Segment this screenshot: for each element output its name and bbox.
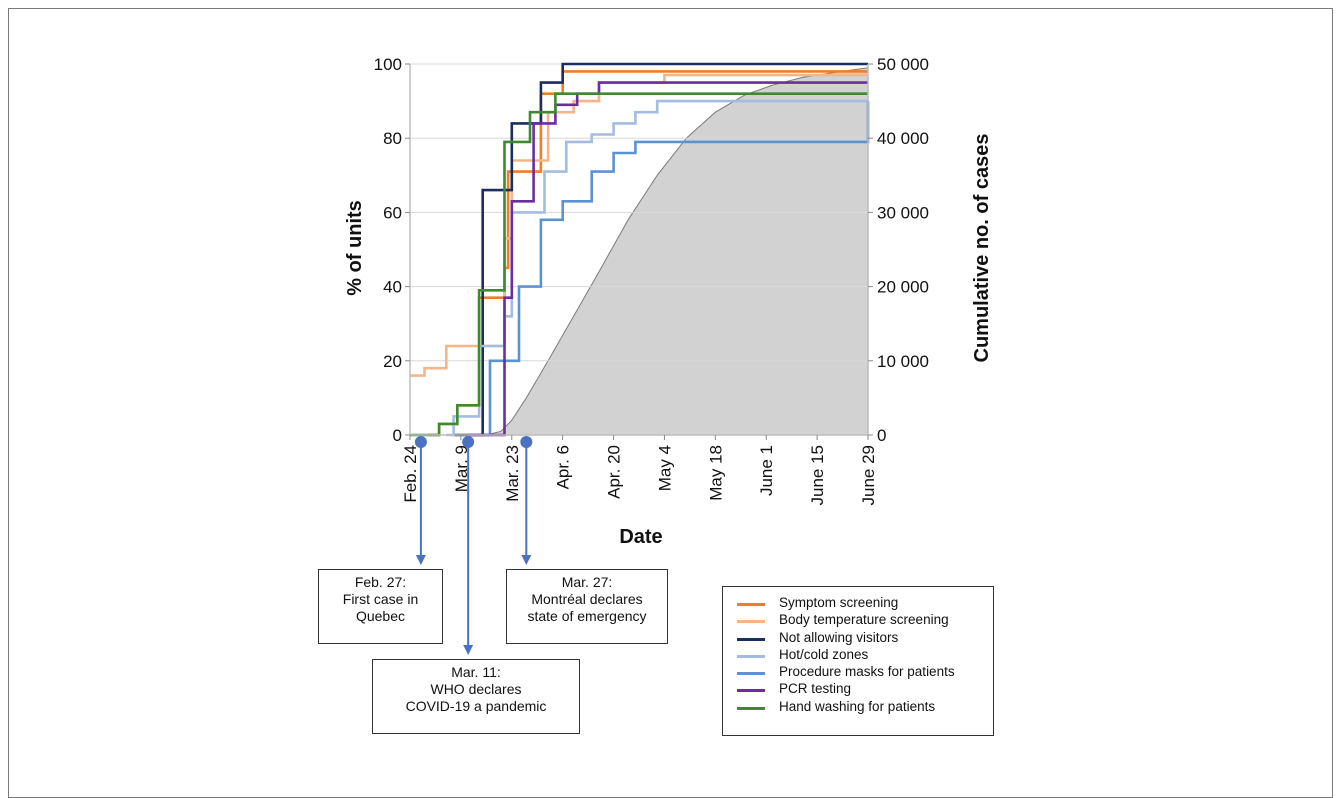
x-tick-label: Apr. 6 <box>554 445 573 489</box>
y2-tick-label: 50 000 <box>877 55 929 74</box>
y2-tick-label: 30 000 <box>877 203 929 222</box>
event-marker <box>462 436 475 448</box>
event-arrowhead <box>521 555 532 565</box>
legend-swatch <box>737 672 765 676</box>
x-tick-label: June 15 <box>808 445 827 506</box>
legend-item: PCR testing <box>723 681 993 698</box>
event-box-line: WHO declares <box>430 681 522 697</box>
legend-item: Body temperature screening <box>723 612 993 629</box>
x-tick-label: May 18 <box>706 445 725 501</box>
legend-item: Not allowing visitors <box>723 630 993 647</box>
y-tick-label: 40 <box>383 278 402 297</box>
x-tick-label: Mar. 23 <box>503 445 522 502</box>
legend: Symptom screening Body temperature scree… <box>722 586 994 736</box>
x-tick-label: Feb. 24 <box>401 445 420 503</box>
axes-layer <box>409 64 869 436</box>
y-tick-label: 60 <box>383 203 402 222</box>
event-box-line: state of emergency <box>527 608 647 624</box>
legend-label: PCR testing <box>779 681 852 697</box>
event-arrowhead <box>415 555 426 565</box>
event-marker <box>414 436 427 448</box>
legend-swatch <box>737 689 765 693</box>
event-box-first-case: Feb. 27: First case in Quebec <box>318 569 443 644</box>
event-box-line: Quebec <box>355 608 406 624</box>
legend-label: Symptom screening <box>779 595 899 610</box>
legend-item: Hand washing for patients <box>723 699 993 716</box>
series-line-6 <box>410 92 868 437</box>
legend-label: Body temperature screening <box>779 612 949 628</box>
x-axis-label: Date <box>619 526 662 548</box>
series-line-3 <box>446 99 868 437</box>
y2-axis-label: Cumulative no. of cases <box>971 134 993 363</box>
event-box-line: Feb. 27: <box>354 574 407 590</box>
y2-tick-label: 20 000 <box>877 278 929 297</box>
legend-label: Hand washing for patients <box>779 698 936 714</box>
legend-swatch <box>737 654 765 658</box>
legend-swatch <box>737 603 765 606</box>
event-box-line: Montréal declares <box>531 591 643 607</box>
event-box-line: COVID-19 a pandemic <box>405 698 547 714</box>
legend-swatch <box>737 620 765 624</box>
series-layer <box>410 62 870 437</box>
series-line-2 <box>453 62 868 437</box>
series-line-4 <box>482 101 870 437</box>
y-tick-label: 100 <box>374 55 402 74</box>
y-axis-label: % of units <box>344 200 366 296</box>
x-tick-label: Apr. 20 <box>605 445 624 499</box>
y-tick-label: 80 <box>383 129 402 148</box>
event-arrowhead <box>463 645 474 655</box>
event-box-line: Mar. 11: <box>451 664 501 680</box>
y2-tick-label: 40 000 <box>877 129 929 148</box>
legend-item: Procedure masks for patients <box>723 664 993 681</box>
legend-label: Procedure masks for patients <box>779 664 955 680</box>
x-tick-label: Mar. 9 <box>452 445 471 492</box>
legend-item: Symptom screening <box>723 595 993 612</box>
y-tick-label: 0 <box>393 426 402 445</box>
legend-item: Hot/cold zones <box>723 647 993 664</box>
event-box-who-pandemic: Mar. 11: WHO declares COVID-19 a pandemi… <box>372 659 580 734</box>
legend-label: Hot/cold zones <box>779 646 869 662</box>
cases-line <box>486 67 869 436</box>
x-tick-label: June 29 <box>859 445 878 506</box>
y2-tick-label: 10 000 <box>877 352 929 371</box>
legend-swatch <box>737 637 765 641</box>
x-tick-label: June 1 <box>757 445 776 496</box>
cases-area-layer <box>486 67 869 436</box>
event-box-line: First case in <box>342 591 419 607</box>
event-layer <box>414 436 533 655</box>
event-marker <box>520 436 533 448</box>
event-box-line: Mar. 27: <box>561 574 613 590</box>
x-tick-label: May 4 <box>655 445 674 491</box>
y-tick-label: 20 <box>383 352 402 371</box>
cases-area <box>486 67 868 435</box>
event-box-montreal-emergency: Mar. 27: Montréal declares state of emer… <box>506 569 668 644</box>
tick-layer: 0 20 40 60 80 100 0 10 000 20 000 30 000 40 000 50 … <box>374 55 929 506</box>
legend-label: Not allowing visitors <box>779 629 899 645</box>
y2-tick-label: 0 <box>877 426 886 445</box>
legend-swatch <box>737 706 765 710</box>
